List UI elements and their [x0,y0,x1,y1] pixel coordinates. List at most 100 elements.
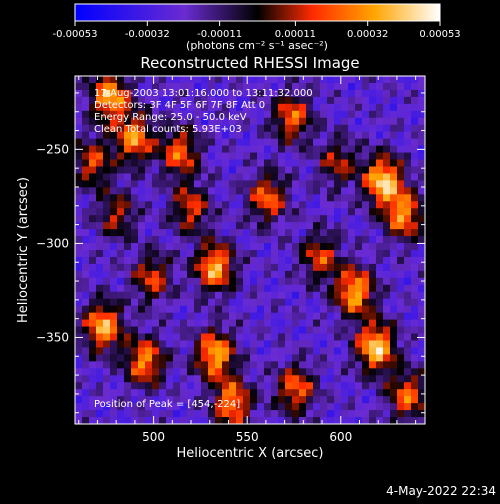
timestamp: 4-May-2022 22:34 [386,484,496,498]
heatmap-cell [390,347,398,355]
heatmap-cell [243,291,251,300]
heatmap-cell [110,347,118,355]
heatmap-cell [201,201,209,209]
heatmap-cell [222,208,230,216]
heatmap-cell [145,236,153,244]
heatmap-cell [173,396,181,404]
heatmap-cell [180,361,188,369]
heatmap-cell [208,389,216,397]
heatmap-cell [236,361,244,369]
heatmap-cell [180,96,188,105]
heatmap-cell [341,208,349,216]
heatmap-cell [243,96,251,105]
heatmap-cell [152,201,160,209]
heatmap-cell [299,96,307,105]
heatmap-cell [201,375,209,383]
heatmap-cell [208,284,216,293]
heatmap-cell [341,256,349,265]
heatmap-cell [166,117,174,126]
heatmap-cell [82,187,90,195]
heatmap-cell [299,361,307,369]
heatmap-cell [418,347,426,355]
heatmap-cell [257,152,265,160]
heatmap-cell [75,194,83,202]
heatmap-cell [208,159,216,167]
heatmap-cell [187,222,195,230]
heatmap-cell [299,417,307,425]
heatmap-cell [110,159,118,167]
heatmap-cell [229,96,237,105]
heatmap-cell [110,250,118,258]
heatmap-cell [124,82,132,91]
heatmap-cell [243,131,251,140]
heatmap-cell [215,291,223,300]
heatmap-cell [306,312,314,320]
heatmap-cell [250,312,258,320]
heatmap-cell [159,208,167,216]
heatmap-cell [404,173,412,181]
heatmap-cell [131,298,139,307]
heatmap-cell [236,145,244,153]
heatmap-cell [124,180,132,188]
heatmap-cell [299,277,307,286]
heatmap-cell [404,194,412,202]
heatmap-cell [152,396,160,404]
colorbar-tick-label: -0.00032 [125,29,170,40]
heatmap-cell [236,312,244,320]
heatmap-cell [180,326,188,334]
heatmap-cell [75,263,83,272]
heatmap-cell [117,96,125,105]
heatmap-cell [208,256,216,265]
heatmap-cell [124,333,132,341]
heatmap-cell [341,215,349,223]
heatmap-cell [145,124,153,133]
heatmap-cell [110,368,118,376]
heatmap-cell [327,110,335,119]
heatmap-cell [250,277,258,286]
heatmap-cell [215,256,223,265]
heatmap-cell [320,375,328,383]
heatmap-cell [194,159,202,167]
heatmap-cell [418,354,426,362]
heatmap-cell [257,229,265,237]
heatmap-cell [215,180,223,188]
heatmap-cell [117,229,125,237]
heatmap-cell [271,243,279,251]
heatmap-cell [215,201,223,209]
heatmap-cell [229,319,237,327]
heatmap-cell [131,277,139,286]
heatmap-cell [201,291,209,300]
heatmap-cell [313,326,321,334]
heatmap-cell [75,159,83,167]
heatmap-cell [173,382,181,390]
heatmap-cell [348,138,356,146]
heatmap-cell [306,236,314,244]
heatmap-cell [327,131,335,140]
heatmap-cell [313,215,321,223]
annotation-clean-counts: Clean Total counts: 5.93E+03 [94,124,242,135]
heatmap-cell [124,208,132,216]
heatmap-cell [376,76,384,84]
heatmap-cell [278,312,286,320]
heatmap-cell [173,284,181,293]
heatmap-cell [390,152,398,160]
heatmap-cell [124,361,132,369]
heatmap-cell [334,159,342,167]
heatmap-cell [236,333,244,341]
heatmap-cell [229,187,237,195]
heatmap-cell [348,284,356,293]
heatmap-cell [264,152,272,160]
heatmap-cell [194,368,202,376]
heatmap-cell [341,89,349,98]
heatmap-cell [187,382,195,390]
heatmap-cell [348,236,356,244]
heatmap-cell [166,187,174,195]
heatmap-cell [131,326,139,334]
heatmap-cell [271,270,279,279]
heatmap-cell [257,312,265,320]
heatmap-cell [208,222,216,230]
heatmap-cell [334,208,342,216]
heatmap-cell [264,410,272,418]
heatmap-cell [341,326,349,334]
heatmap-cell [390,222,398,230]
